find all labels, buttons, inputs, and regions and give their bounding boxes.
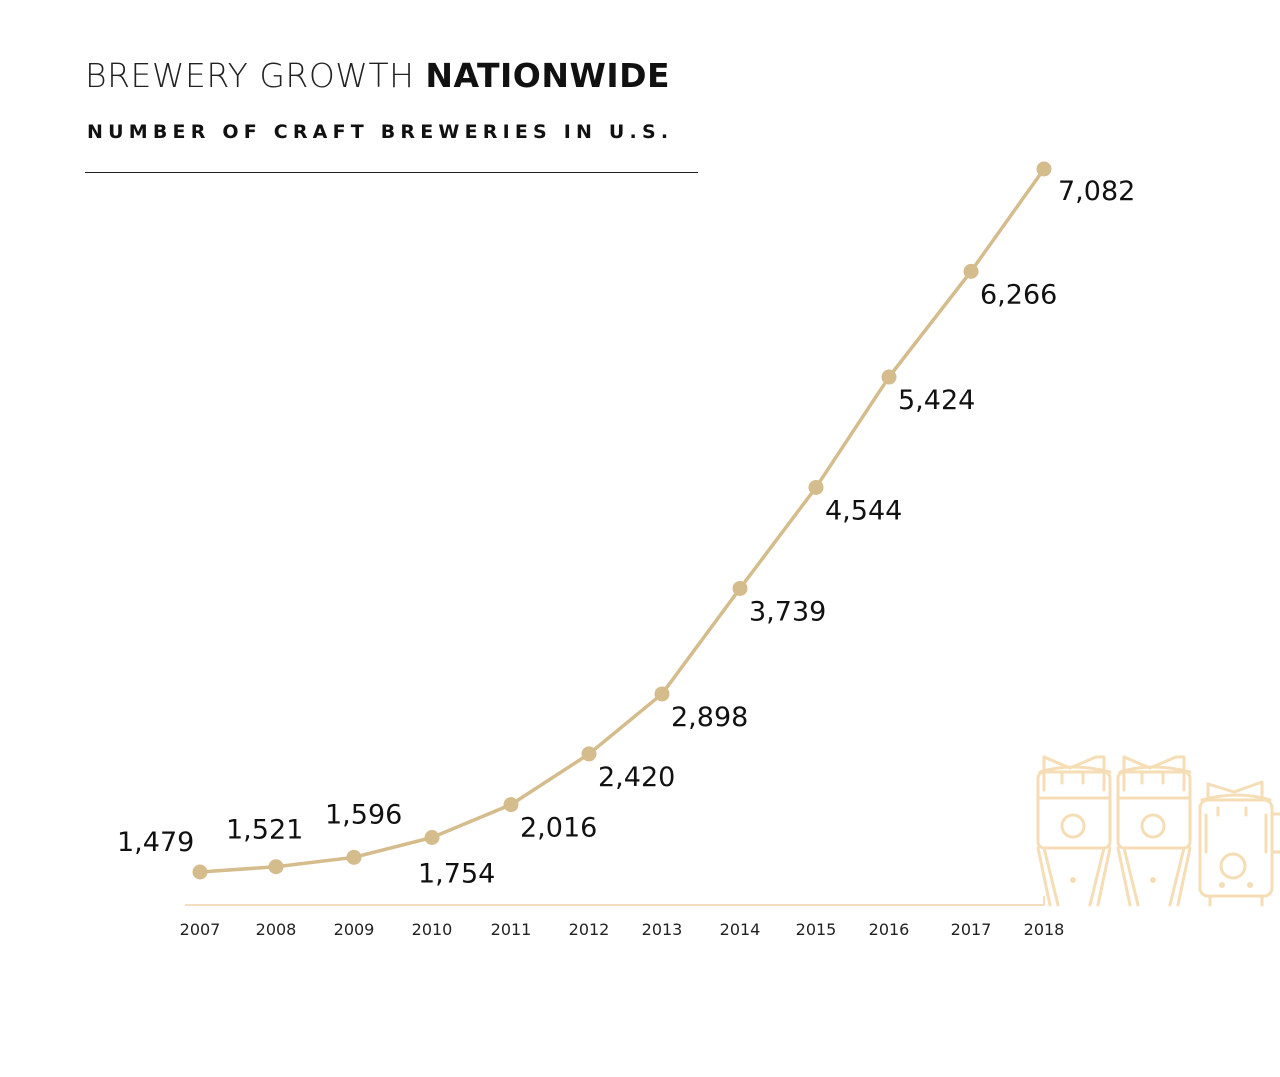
data-point-2007 (192, 864, 208, 880)
data-point-2011 (503, 797, 519, 813)
x-tick-label: 2012 (569, 920, 610, 939)
x-tick-label: 2014 (720, 920, 761, 939)
data-point-2016 (881, 369, 897, 385)
data-label-2012: 2,420 (598, 762, 675, 793)
series-line (199, 167, 1046, 874)
data-label-2009: 1,596 (325, 799, 402, 830)
data-label-2010: 1,754 (418, 858, 495, 889)
x-tick-label: 2011 (491, 920, 532, 939)
data-label-2008: 1,521 (226, 815, 303, 846)
data-point-2012 (581, 746, 597, 762)
x-tick-label: 2015 (796, 920, 837, 939)
data-point-2014 (732, 580, 748, 596)
data-point-2010 (424, 829, 440, 845)
data-label-2014: 3,739 (749, 596, 826, 627)
title-divider (85, 172, 698, 173)
brite-tank-icon (1198, 780, 1280, 907)
data-point-2009 (346, 849, 362, 865)
data-label-2007: 1,479 (117, 827, 194, 858)
x-tick-label: 2007 (180, 920, 221, 939)
data-label-2018: 7,082 (1058, 176, 1135, 207)
data-label-2013: 2,898 (671, 702, 748, 733)
brewery-tanks-icon (1036, 755, 1280, 907)
data-point-2015 (808, 479, 824, 495)
x-tick-label: 2018 (1024, 920, 1065, 939)
fermenter-tank-icon (1036, 755, 1112, 907)
x-tick-label: 2017 (951, 920, 992, 939)
chart-title-bold: NATIONWIDE (425, 56, 671, 95)
data-label-2011: 2,016 (520, 813, 597, 844)
data-point-2018 (1036, 161, 1052, 177)
chart-title: BREWERY GROWTH NATIONWIDE (85, 56, 670, 95)
data-label-2015: 4,544 (825, 495, 902, 526)
data-point-2008 (268, 859, 284, 875)
data-label-2016: 5,424 (898, 385, 975, 416)
chart-title-light: BREWERY GROWTH (85, 56, 415, 95)
data-point-2013 (654, 686, 670, 702)
x-tick-label: 2008 (256, 920, 297, 939)
x-tick-label: 2016 (869, 920, 910, 939)
x-tick-label: 2013 (642, 920, 683, 939)
x-tick-label: 2010 (412, 920, 453, 939)
fermenter-tank-icon (1116, 755, 1192, 907)
x-tick-label: 2009 (334, 920, 375, 939)
data-label-2017: 6,266 (980, 279, 1057, 310)
data-point-2017 (963, 263, 979, 279)
chart-subtitle: NUMBER OF CRAFT BREWERIES IN U.S. (87, 121, 674, 143)
